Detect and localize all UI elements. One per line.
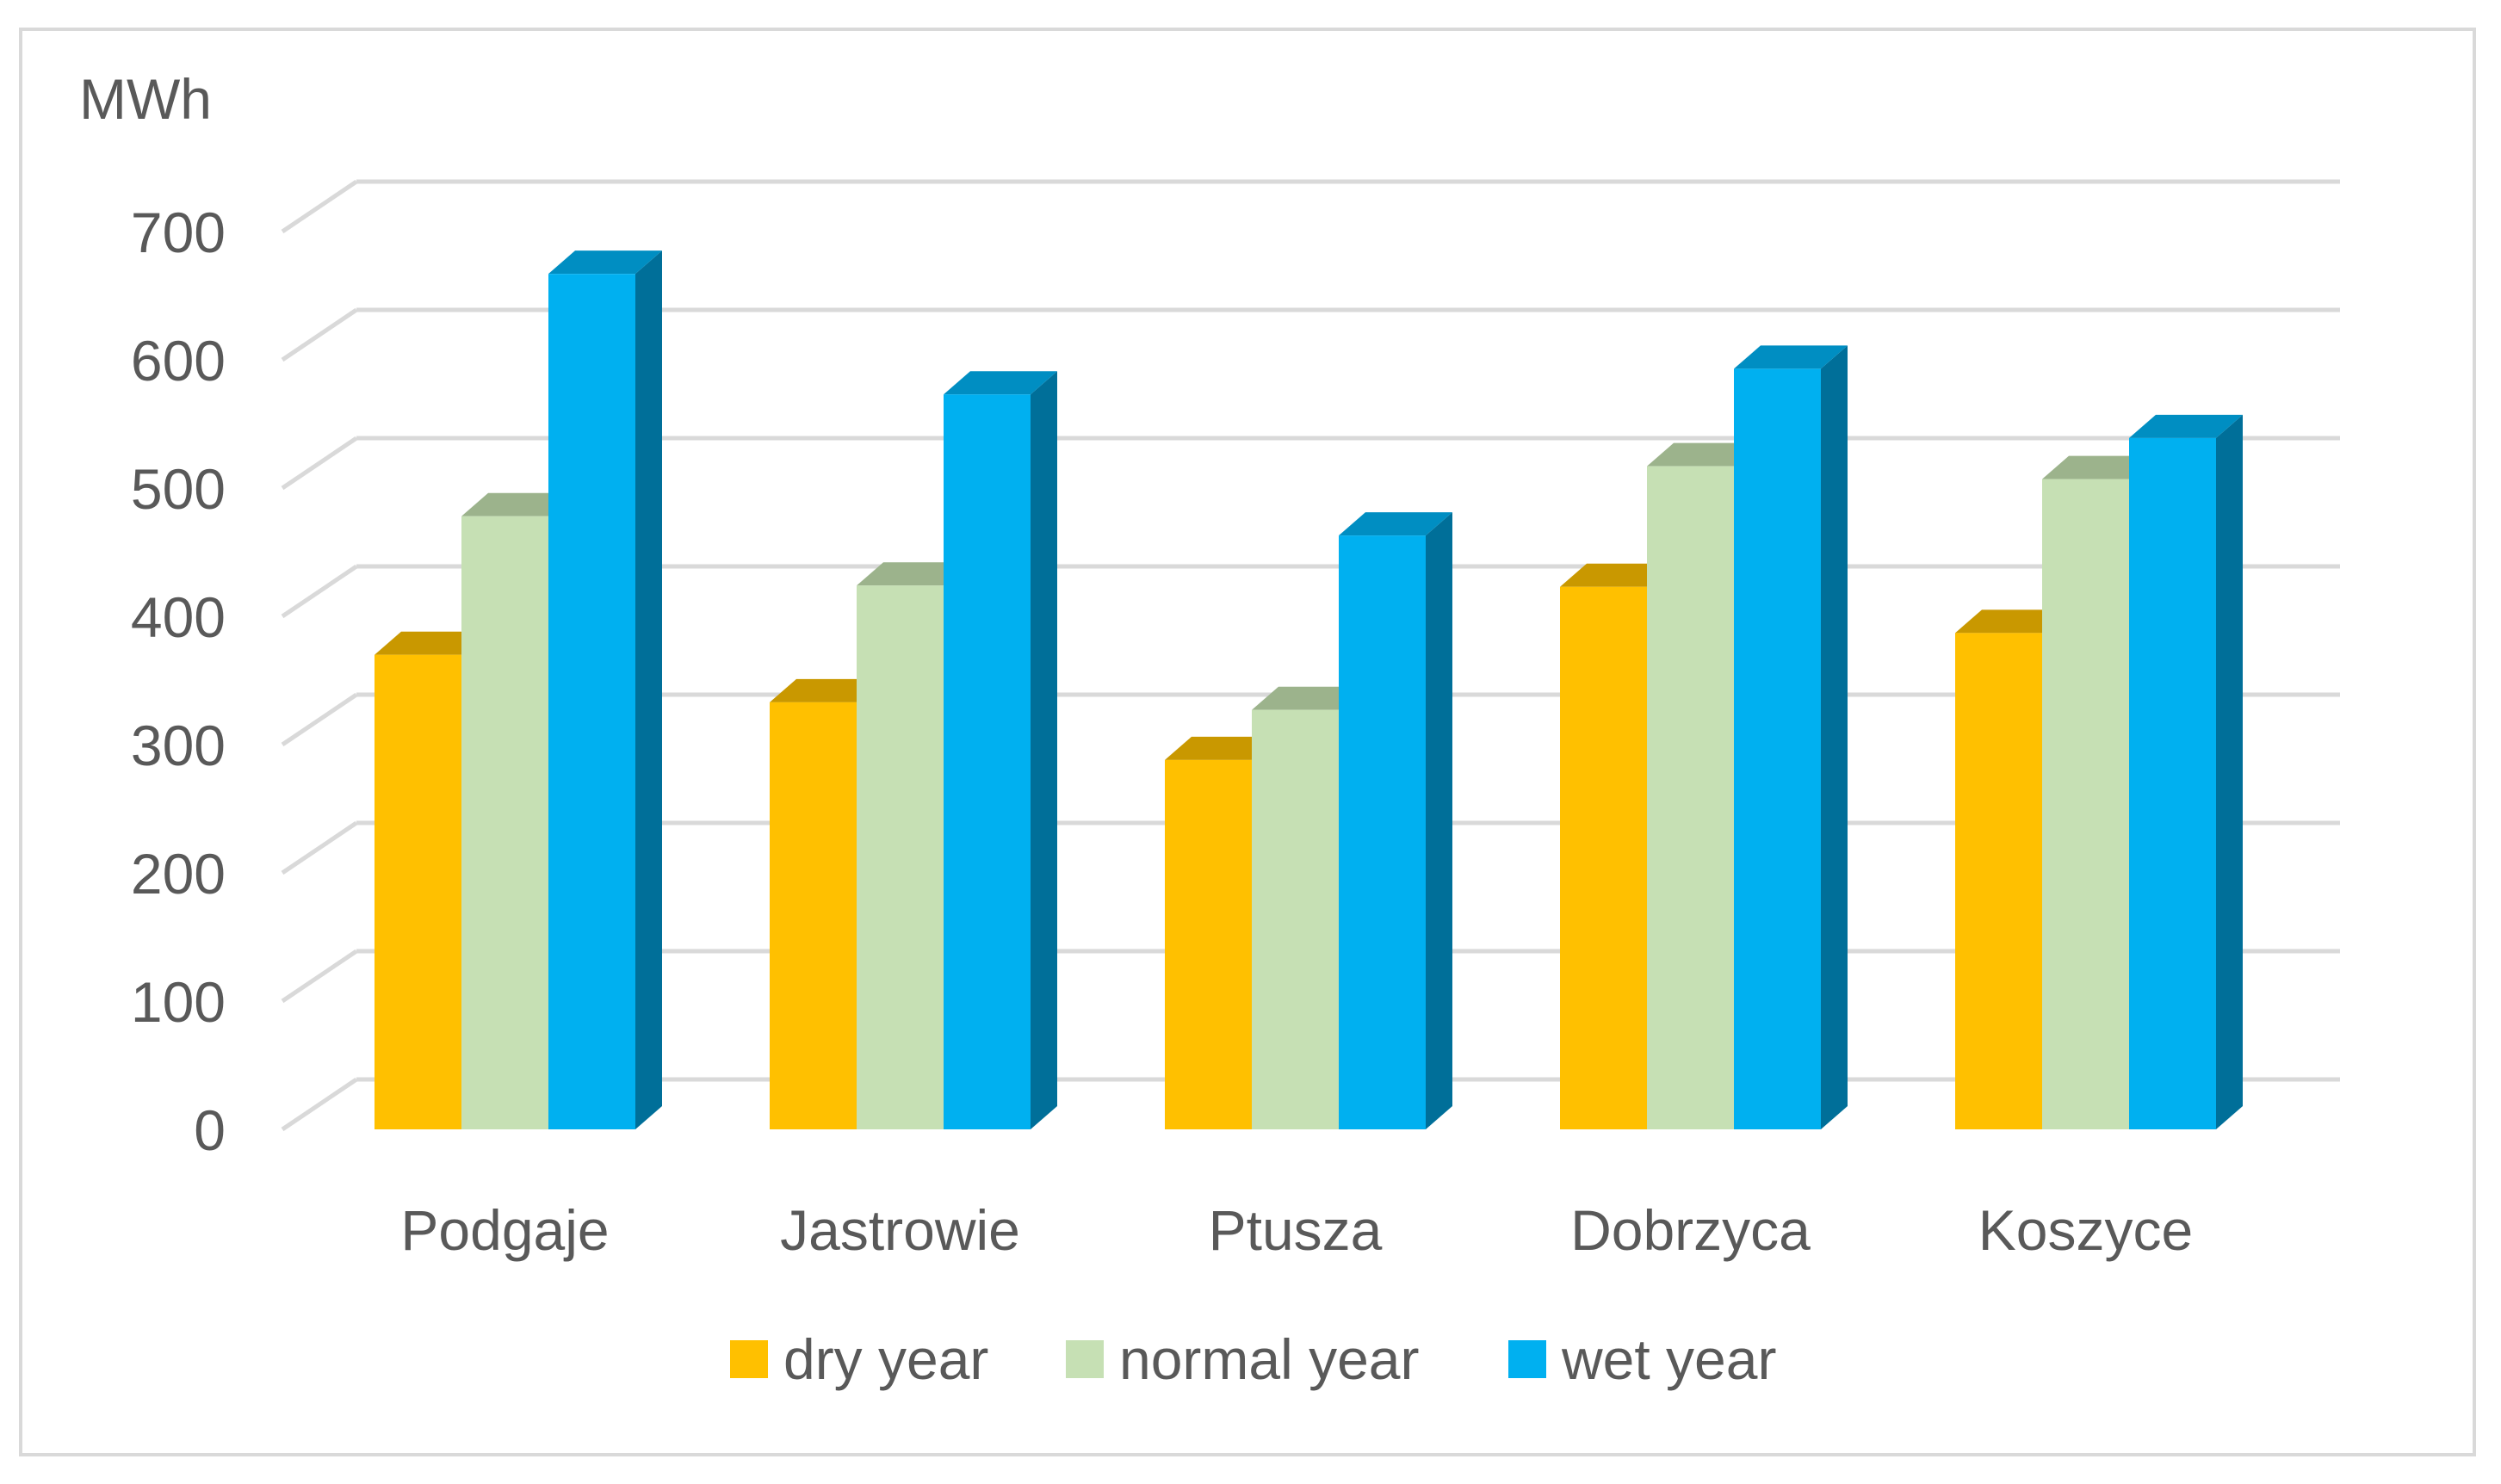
gridline-diagonal: [281, 436, 358, 491]
bar-top: [1955, 609, 2069, 634]
y-tick-label: 500: [131, 457, 226, 521]
legend-label: dry year: [783, 1327, 988, 1391]
bar-side: [1821, 345, 1848, 1129]
x-tick-label: Koszyce: [1978, 1198, 2193, 1262]
bar-front: [375, 654, 461, 1129]
bar: [548, 250, 662, 1129]
x-tick-label: Podgaje: [400, 1198, 609, 1262]
legend-swatch: [730, 1340, 768, 1378]
bar-top: [1560, 563, 1674, 587]
legend-item: normal year: [1066, 1327, 1419, 1391]
y-tick-label: 600: [131, 329, 226, 393]
bar-top: [375, 631, 488, 655]
bar-front: [857, 585, 944, 1129]
legend-swatch: [1066, 1340, 1104, 1378]
bar-top: [1647, 442, 1761, 467]
bar-top: [857, 562, 970, 586]
bar-front: [548, 274, 635, 1129]
bar-side: [1426, 512, 1452, 1129]
bar: [1339, 512, 1452, 1129]
y-axis-label: MWh: [79, 67, 212, 131]
gridline-diagonal: [281, 949, 358, 1004]
gridline-diagonal: [281, 179, 358, 234]
bar-top: [1339, 512, 1452, 536]
y-tick-label: 400: [131, 585, 226, 649]
bar-top: [2042, 455, 2156, 479]
bar-front: [1734, 368, 1821, 1129]
legend-swatch: [1508, 1340, 1546, 1378]
bar-front: [1955, 633, 2042, 1129]
bar-front: [2042, 479, 2129, 1129]
bar: [1734, 345, 1848, 1129]
gridline-diagonal: [281, 1077, 358, 1132]
bar-top: [1734, 345, 1848, 369]
legend-item: wet year: [1508, 1327, 1776, 1391]
y-tick-label: 700: [131, 201, 226, 264]
legend: dry year normal year wet year: [730, 1327, 1776, 1391]
bar-top: [770, 678, 883, 702]
x-tick-label: Jastrowie: [780, 1198, 1020, 1262]
bar-top: [461, 492, 575, 516]
bar-front: [1560, 586, 1647, 1129]
legend-label: wet year: [1561, 1327, 1776, 1391]
bar-top: [548, 250, 662, 275]
legend-item: dry year: [730, 1327, 988, 1391]
bar-side: [1031, 371, 1057, 1130]
y-tick-label: 100: [131, 970, 226, 1034]
bar: [944, 371, 1057, 1130]
gridline-diagonal: [281, 820, 358, 875]
x-tick-label: Ptusza: [1209, 1198, 1383, 1262]
y-tick-label: 200: [131, 842, 226, 906]
bar-top: [1252, 686, 1365, 710]
y-tick-label: 0: [194, 1098, 226, 1162]
bar-top: [944, 371, 1057, 395]
bar-top: [2129, 414, 2243, 438]
bar-front: [1339, 535, 1426, 1129]
x-axis-ticks: Podgaje Jastrowie Ptusza Dobrzyca Koszyce: [400, 1198, 2193, 1262]
gridline-diagonal: [281, 307, 358, 362]
bars: [375, 250, 2243, 1130]
bar-top: [1165, 736, 1278, 760]
bar-front: [1165, 759, 1252, 1129]
bar: [2129, 414, 2243, 1129]
legend-label: normal year: [1119, 1327, 1419, 1391]
gridline-diagonal: [281, 564, 358, 619]
y-tick-label: 300: [131, 714, 226, 777]
bar-front: [944, 394, 1031, 1130]
x-tick-label: Dobrzyca: [1570, 1198, 1811, 1262]
bar-front: [461, 516, 548, 1129]
bar-front: [1647, 466, 1734, 1129]
bar-front: [770, 702, 857, 1129]
bar-front: [2129, 437, 2216, 1129]
bar-side: [635, 250, 662, 1129]
bar-front: [1252, 709, 1339, 1129]
y-axis-ticks: 0 100 200 300 400 500 600 700: [131, 201, 226, 1162]
bar-side: [2216, 414, 2243, 1129]
gridline-diagonal: [281, 692, 358, 747]
